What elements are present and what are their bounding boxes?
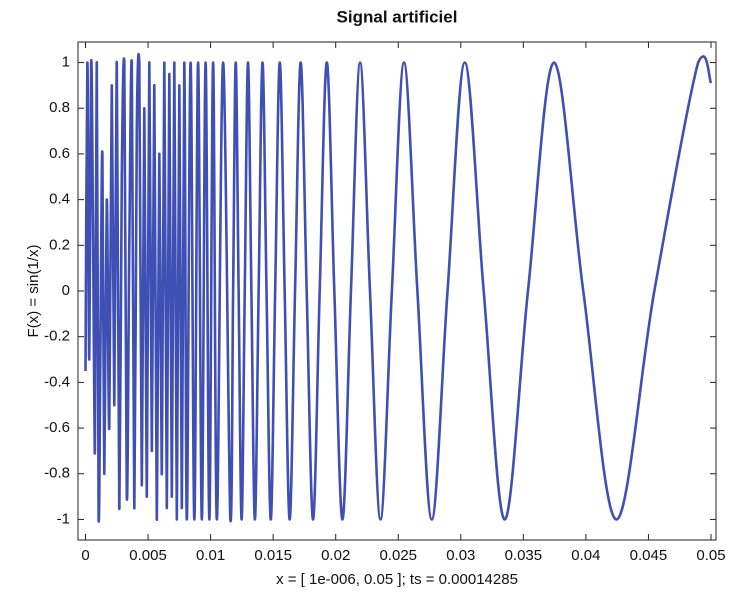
y-tick-label: -0.8 xyxy=(44,465,70,482)
x-tick-label: 0.035 xyxy=(505,547,543,564)
x-tick-label: 0.005 xyxy=(129,547,167,564)
y-tick-label: -1 xyxy=(57,510,70,527)
y-tick-label: 0.8 xyxy=(49,99,70,116)
x-tick-label: 0.05 xyxy=(696,547,725,564)
x-tick-label: 0.03 xyxy=(446,547,475,564)
y-tick-label: 1 xyxy=(62,54,70,71)
y-tick-label: -0.6 xyxy=(44,419,70,436)
chart-title: Signal artificiel xyxy=(337,7,458,26)
x-tick-label: 0.04 xyxy=(571,547,600,564)
x-tick-label: 0.02 xyxy=(321,547,350,564)
y-tick-label: 0.2 xyxy=(49,236,70,253)
y-tick-label: -0.4 xyxy=(44,373,70,390)
y-tick-label: 0 xyxy=(62,282,70,299)
y-tick-label: -0.2 xyxy=(44,328,70,345)
x-tick-label: 0.015 xyxy=(254,547,292,564)
signal-line xyxy=(84,52,713,523)
y-axis-label: F(x) = sin(1/x) xyxy=(25,245,42,338)
x-tick-label: 0 xyxy=(81,547,89,564)
x-tick-label: 0.025 xyxy=(379,547,417,564)
x-tick-label: 0.045 xyxy=(630,547,668,564)
y-tick-label: 0.6 xyxy=(49,145,70,162)
y-tick-label: 0.4 xyxy=(49,191,70,208)
x-tick-label: 0.01 xyxy=(196,547,225,564)
x-axis-label: x = [ 1e-006, 0.05 ]; ts = 0.00014285 xyxy=(276,571,518,588)
